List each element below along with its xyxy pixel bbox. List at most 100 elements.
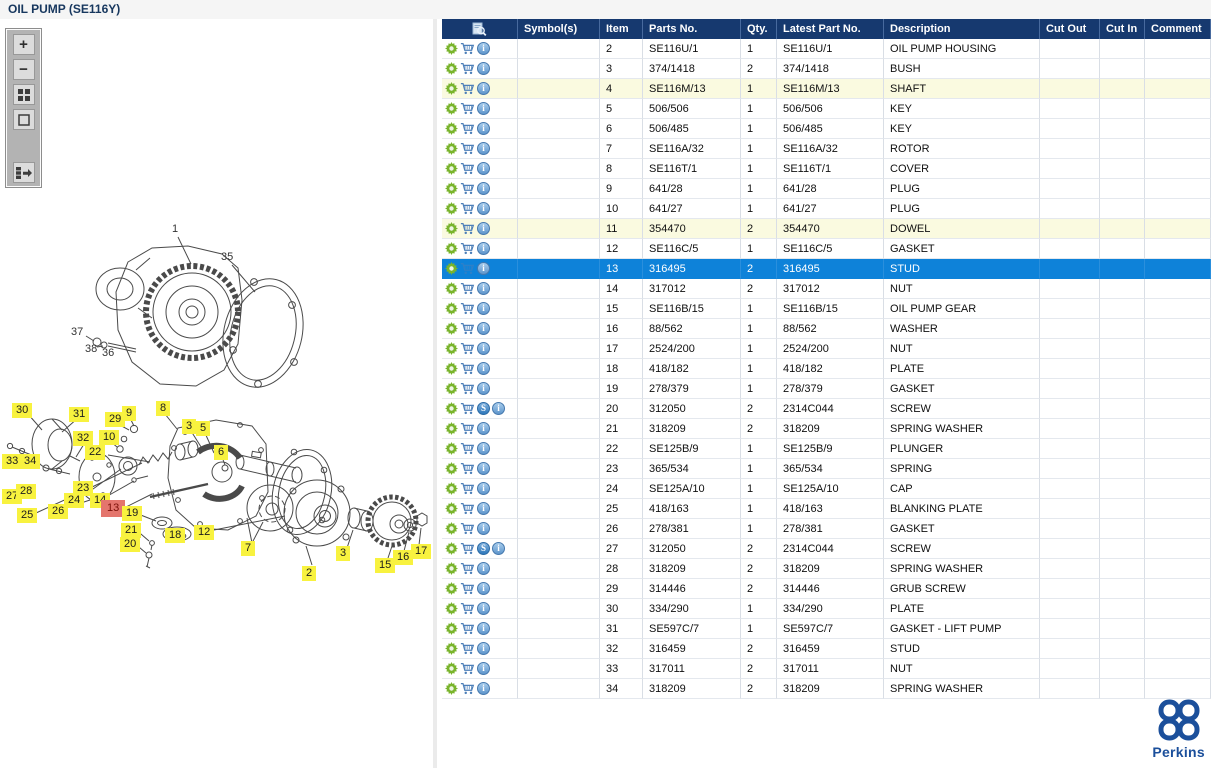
info-icon[interactable]: i (477, 142, 490, 155)
info-icon[interactable]: i (477, 162, 490, 175)
gear-icon[interactable] (445, 482, 458, 495)
cart-icon[interactable] (460, 622, 475, 635)
info-icon[interactable]: i (477, 242, 490, 255)
info-icon[interactable]: i (477, 502, 490, 515)
gear-icon[interactable] (445, 282, 458, 295)
table-row-item-25[interactable]: i 25 418/163 1 418/163 BLANKING PLATE (442, 499, 1211, 519)
info-icon[interactable]: i (477, 682, 490, 695)
diagram-callout-3[interactable]: 3 (336, 546, 351, 561)
gear-icon[interactable] (445, 642, 458, 655)
info-icon[interactable]: i (477, 522, 490, 535)
info-icon[interactable]: i (492, 542, 505, 555)
gear-icon[interactable] (445, 422, 458, 435)
cart-icon[interactable] (460, 202, 475, 215)
cart-icon[interactable] (460, 422, 475, 435)
gear-icon[interactable] (445, 382, 458, 395)
gear-icon[interactable] (445, 362, 458, 375)
cart-icon[interactable] (460, 342, 475, 355)
table-row-item-33[interactable]: i 33 317011 2 317011 NUT (442, 659, 1211, 679)
diagram-callout-35[interactable]: 35 (221, 251, 234, 263)
gear-icon[interactable] (445, 622, 458, 635)
info-icon[interactable]: i (477, 102, 490, 115)
cart-icon[interactable] (460, 62, 475, 75)
info-icon[interactable]: i (477, 642, 490, 655)
gear-icon[interactable] (445, 142, 458, 155)
cart-icon[interactable] (460, 442, 475, 455)
table-row-item-17[interactable]: i 17 2524/200 1 2524/200 NUT (442, 339, 1211, 359)
cart-icon[interactable] (460, 562, 475, 575)
diagram-callout-3[interactable]: 3 (182, 419, 197, 434)
info-icon[interactable]: i (477, 202, 490, 215)
table-row-item-9[interactable]: i 9 641/28 1 641/28 PLUG (442, 179, 1211, 199)
info-icon[interactable]: i (477, 282, 490, 295)
cart-icon[interactable] (460, 242, 475, 255)
diagram-callout-36[interactable]: 36 (102, 347, 115, 359)
info-icon[interactable]: i (477, 42, 490, 55)
info-icon[interactable]: i (477, 482, 490, 495)
table-row-item-4[interactable]: i 4 SE116M/13 1 SE116M/13 SHAFT (442, 79, 1211, 99)
table-row-item-14[interactable]: i 14 317012 2 317012 NUT (442, 279, 1211, 299)
cart-icon[interactable] (460, 182, 475, 195)
gear-icon[interactable] (445, 262, 458, 275)
diagram-callout-9[interactable]: 9 (122, 406, 137, 421)
table-row-item-18[interactable]: i 18 418/182 1 418/182 PLATE (442, 359, 1211, 379)
supersession-icon[interactable]: S (477, 402, 490, 415)
diagram-callout-29[interactable]: 29 (105, 412, 126, 427)
zoom-out-button[interactable]: − (12, 59, 35, 80)
gear-icon[interactable] (445, 402, 458, 415)
tile-view-button[interactable] (12, 84, 35, 105)
gear-icon[interactable] (445, 62, 458, 75)
diagram-callout-23[interactable]: 23 (73, 481, 94, 496)
gear-icon[interactable] (445, 342, 458, 355)
info-icon[interactable]: i (477, 382, 490, 395)
diagram-callout-38[interactable]: 38 (85, 343, 98, 355)
cart-icon[interactable] (460, 642, 475, 655)
single-view-button[interactable] (12, 109, 35, 130)
cart-icon[interactable] (460, 82, 475, 95)
info-icon[interactable]: i (477, 262, 490, 275)
cart-icon[interactable] (460, 142, 475, 155)
info-icon[interactable]: i (477, 82, 490, 95)
table-row-item-26[interactable]: i 26 278/381 1 278/381 GASKET (442, 519, 1211, 539)
gear-icon[interactable] (445, 82, 458, 95)
gear-icon[interactable] (445, 542, 458, 555)
cart-icon[interactable] (460, 302, 475, 315)
gear-icon[interactable] (445, 302, 458, 315)
cart-icon[interactable] (460, 122, 475, 135)
cart-icon[interactable] (460, 602, 475, 615)
diagram-callout-10[interactable]: 10 (99, 430, 120, 445)
diagram-callout-30[interactable]: 30 (12, 403, 33, 418)
table-row-item-31[interactable]: i 31 SE597C/7 1 SE597C/7 GASKET - LIFT PUMP (442, 619, 1211, 639)
info-icon[interactable]: i (477, 562, 490, 575)
table-row-item-21[interactable]: i 21 318209 2 318209 SPRING WASHER (442, 419, 1211, 439)
cart-icon[interactable] (460, 102, 475, 115)
info-icon[interactable]: i (477, 582, 490, 595)
cart-icon[interactable] (460, 222, 475, 235)
gear-icon[interactable] (445, 242, 458, 255)
table-row-item-28[interactable]: i 28 318209 2 318209 SPRING WASHER (442, 559, 1211, 579)
info-icon[interactable]: i (477, 322, 490, 335)
cart-icon[interactable] (460, 682, 475, 695)
info-icon[interactable]: i (492, 402, 505, 415)
cart-icon[interactable] (460, 502, 475, 515)
cart-icon[interactable] (460, 282, 475, 295)
table-row-item-11[interactable]: i 11 354470 2 354470 DOWEL (442, 219, 1211, 239)
cart-icon[interactable] (460, 322, 475, 335)
info-icon[interactable]: i (477, 602, 490, 615)
diagram-callout-8[interactable]: 8 (156, 401, 171, 416)
diagram-callout-37[interactable]: 37 (71, 326, 84, 338)
gear-icon[interactable] (445, 602, 458, 615)
gear-icon[interactable] (445, 682, 458, 695)
cart-icon[interactable] (460, 462, 475, 475)
table-row-item-8[interactable]: i 8 SE116T/1 1 SE116T/1 COVER (442, 159, 1211, 179)
info-icon[interactable]: i (477, 462, 490, 475)
diagram-callout-26[interactable]: 26 (48, 504, 69, 519)
cart-icon[interactable] (460, 402, 475, 415)
cart-icon[interactable] (460, 42, 475, 55)
diagram-callout-34[interactable]: 34 (20, 454, 41, 469)
gear-icon[interactable] (445, 202, 458, 215)
table-row-item-7[interactable]: i 7 SE116A/32 1 SE116A/32 ROTOR (442, 139, 1211, 159)
diagram-callout-17[interactable]: 17 (411, 544, 432, 559)
table-row-item-13[interactable]: i 13 316495 2 316495 STUD (442, 259, 1211, 279)
diagram-callout-28[interactable]: 28 (16, 484, 37, 499)
